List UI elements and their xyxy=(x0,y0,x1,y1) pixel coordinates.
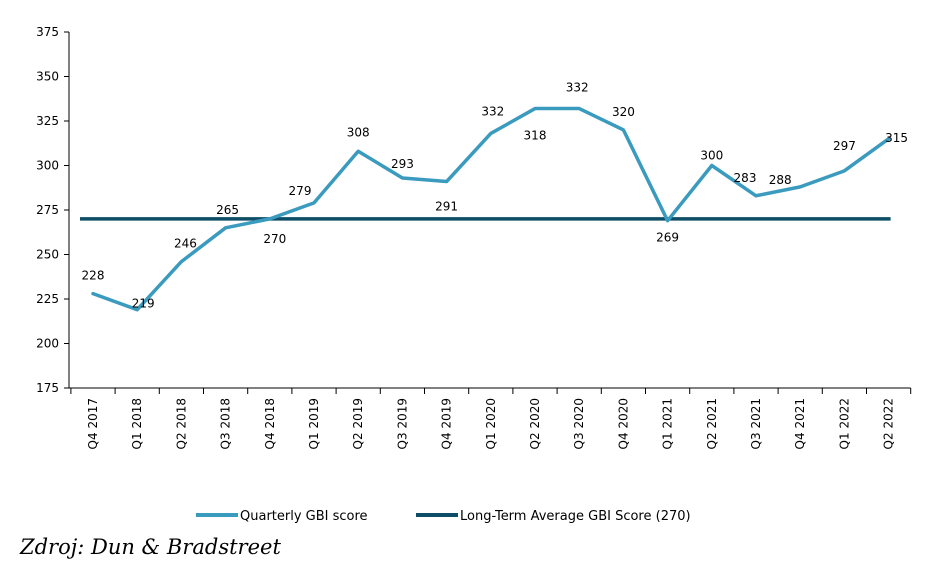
x-tick-label: Q2 2020 xyxy=(528,398,542,449)
data-label: 293 xyxy=(391,157,414,171)
x-tick-label: Q2 2019 xyxy=(351,398,365,449)
data-labels: 228 219 246 265 270 279 308 293 291 332 318 332 320 2… xyxy=(82,81,909,311)
x-tick-label: Q3 2020 xyxy=(572,398,586,449)
legend-label-quarterly: Quarterly GBI score xyxy=(240,509,368,524)
data-label: 288 xyxy=(769,173,792,187)
y-tick-label: 175 xyxy=(36,381,59,395)
axes: 175 200 225 250 275 300 325 350 375 Q4 2017 Q1 201… xyxy=(36,25,912,449)
y-tick-label: 200 xyxy=(36,337,59,351)
data-label: 228 xyxy=(82,269,105,283)
data-label: 332 xyxy=(481,104,504,118)
x-tick-label: Q3 2018 xyxy=(219,398,233,449)
data-label: 320 xyxy=(612,105,635,119)
data-label: 283 xyxy=(734,171,757,185)
y-tick-label: 375 xyxy=(36,25,59,39)
data-label: 269 xyxy=(656,231,679,245)
x-tick-label: Q2 2022 xyxy=(882,398,896,449)
data-label: 315 xyxy=(885,131,908,145)
x-tick-label: Q1 2022 xyxy=(837,398,851,449)
y-tick-label: 275 xyxy=(36,203,59,217)
data-label: 279 xyxy=(289,184,312,198)
data-label: 291 xyxy=(435,200,458,214)
data-label: 246 xyxy=(174,237,197,251)
data-label: 270 xyxy=(263,232,286,246)
x-tick-label: Q3 2021 xyxy=(749,398,763,449)
data-label: 308 xyxy=(347,125,370,139)
x-tick-label: Q1 2018 xyxy=(130,398,144,449)
x-tick-label: Q2 2018 xyxy=(174,398,188,449)
x-tick-label: Q4 2018 xyxy=(263,398,277,449)
data-label: 297 xyxy=(833,139,856,153)
series-line-quarterly-gbi xyxy=(91,106,891,312)
legend-label-average: Long-Term Average GBI Score (270) xyxy=(460,509,691,524)
data-label: 318 xyxy=(524,129,547,143)
x-tick-label: Q3 2019 xyxy=(395,398,409,449)
data-label: 300 xyxy=(700,149,723,163)
legend: Quarterly GBI score Long-Term Average GBI… xyxy=(196,509,691,524)
line-chart: 175 200 225 250 275 300 325 350 375 Q4 2017 Q1 201… xyxy=(36,25,912,524)
data-label: 332 xyxy=(566,81,589,95)
x-tick-label: Q4 2020 xyxy=(616,398,630,449)
series-group xyxy=(91,106,891,312)
y-tick-label: 325 xyxy=(36,114,59,128)
x-tick-label: Q1 2020 xyxy=(484,398,498,449)
x-tick-label: Q4 2017 xyxy=(86,398,100,449)
source-note: Zdroj: Dun & Bradstreet xyxy=(20,535,281,559)
x-tick-label: Q1 2021 xyxy=(661,398,675,449)
x-tick-label: Q4 2021 xyxy=(793,398,807,449)
y-tick-label: 250 xyxy=(36,248,59,262)
y-tick-label: 225 xyxy=(36,292,59,306)
data-label: 265 xyxy=(216,203,239,217)
data-label: 219 xyxy=(132,297,155,311)
y-tick-label: 350 xyxy=(36,70,59,84)
y-tick-label: 300 xyxy=(36,159,59,173)
x-tick-label: Q4 2019 xyxy=(440,398,454,449)
x-tick-label: Q1 2019 xyxy=(307,398,321,449)
x-tick-label: Q2 2021 xyxy=(705,398,719,449)
